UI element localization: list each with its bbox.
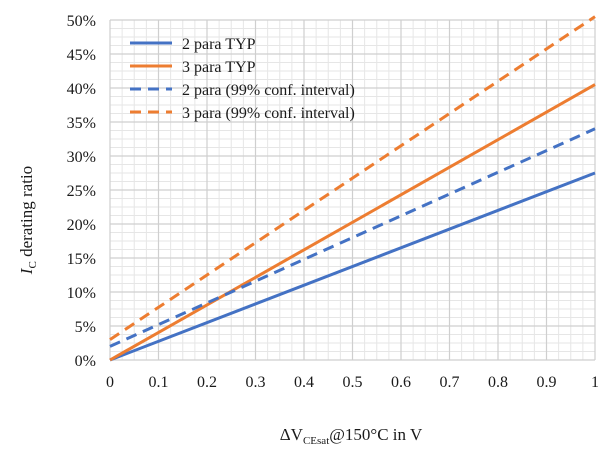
y-axis-title-suffix: derating ratio [17,166,36,261]
x-tick-label: 0.7 [440,374,460,391]
y-axis-tick-labels: 0% 5% 10% 15% 20% 25% 30% 35% 40% 45% 50% [67,13,96,370]
series-line-4 [109,15,596,341]
y-tick-label: 25% [67,183,96,200]
series-lines [109,15,596,362]
x-tick-label: 0 [106,374,114,391]
y-tick-label: 45% [67,47,96,64]
x-axis-title: ΔVCEsat@150°C in V [280,425,423,447]
series-line-1 [109,171,596,362]
x-tick-label: 1 [591,374,599,391]
x-tick-label: 0.9 [537,374,557,391]
legend-entry-label: 3 para TYP [182,59,256,76]
y-tick-label: 40% [67,81,96,98]
y-axis-title-main: I [17,267,36,275]
legend-entry-label: 3 para (99% conf. interval) [182,105,355,122]
major-gridlines [109,19,596,361]
x-tick-label: 0.3 [246,374,266,391]
legend-entry-label: 2 para TYP [182,36,256,53]
x-axis-tick-labels: 0 0.1 0.2 0.3 0.4 0.5 0.6 0.7 0.8 0.9 1 [106,374,599,391]
x-tick-label: 0.8 [488,374,508,391]
y-axis-title-subscript: C [27,261,39,268]
y-tick-label: 15% [67,251,96,268]
x-axis-title-subscript: CEsat [303,435,329,447]
y-tick-label: 20% [67,217,96,234]
y-tick-label: 30% [67,149,96,166]
x-tick-label: 0.4 [294,374,314,391]
y-tick-label: 0% [75,353,96,370]
y-tick-label: 10% [67,285,96,302]
x-axis-title-prefix: ΔV [280,425,304,444]
x-tick-label: 0.5 [343,374,363,391]
series-line-2 [109,83,596,362]
legend-entry-label: 2 para (99% conf. interval) [182,82,355,99]
y-tick-label: 50% [67,13,96,30]
legend: 2 para TYP 3 para TYP 2 para (99% conf. in… [130,36,355,122]
x-tick-label: 0.2 [197,374,217,391]
y-tick-label: 35% [67,115,96,132]
x-tick-label: 0.6 [391,374,411,391]
x-tick-label: 0.1 [149,374,169,391]
y-tick-label: 5% [75,319,96,336]
series-line-3 [109,127,596,348]
y-axis-title: IC derating ratio [17,166,39,275]
x-axis-title-suffix: @150°C in V [329,425,423,444]
